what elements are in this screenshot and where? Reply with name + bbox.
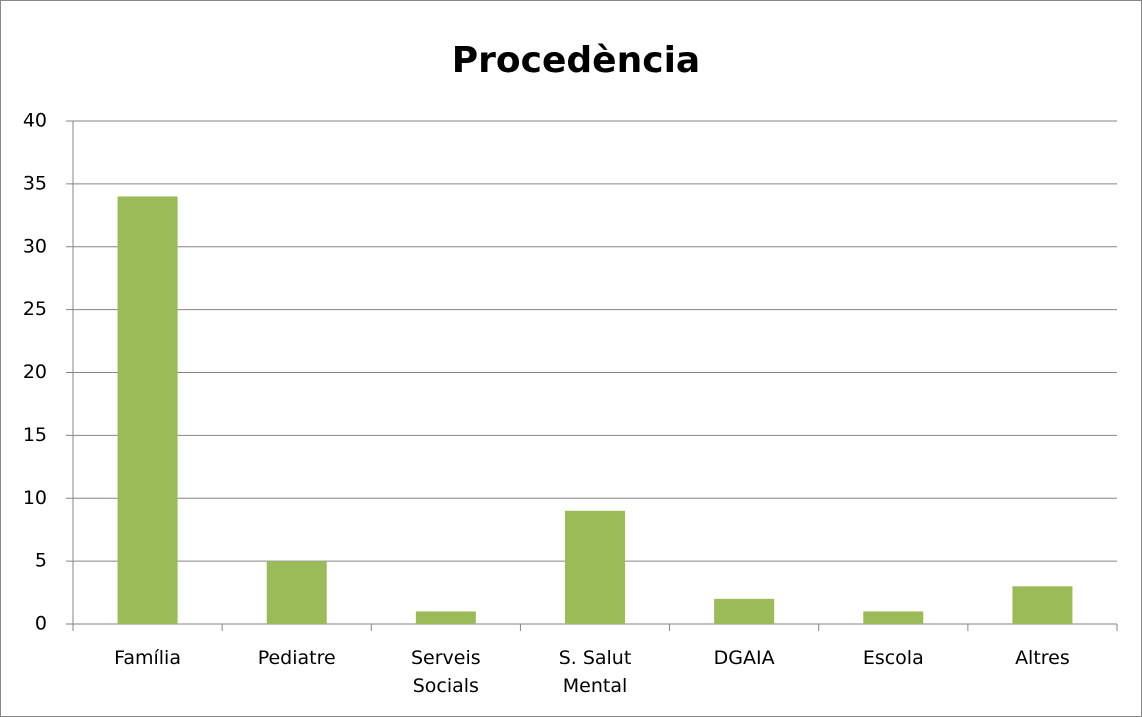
y-tick-label: 25 [23,298,47,320]
x-tick-label: Altres [1015,647,1070,669]
x-tick-label: Serveis Socials [411,647,481,697]
y-tick-label: 20 [23,361,47,383]
y-tick-label: 5 [35,550,47,572]
chart-title: Procedència [452,40,700,81]
bar [266,561,327,624]
bar [415,611,476,624]
bar [714,598,775,624]
y-tick-label: 0 [35,613,47,635]
x-tick-label: DGAIA [713,647,775,669]
bar [117,196,178,624]
bar [863,611,924,624]
y-tick-label: 30 [23,235,47,257]
bar [565,510,625,624]
y-tick-label: 15 [23,424,47,446]
x-tick-label: S. Salut Mental [558,647,632,697]
x-tick-label: Família [114,647,181,669]
x-tick-label: Escola [862,647,924,669]
bar [1012,586,1073,624]
y-tick-label: 10 [23,487,47,509]
y-tick-label: 35 [23,172,47,194]
y-tick-label: 40 [23,110,47,132]
x-tick-label: Pediatre [257,647,336,669]
